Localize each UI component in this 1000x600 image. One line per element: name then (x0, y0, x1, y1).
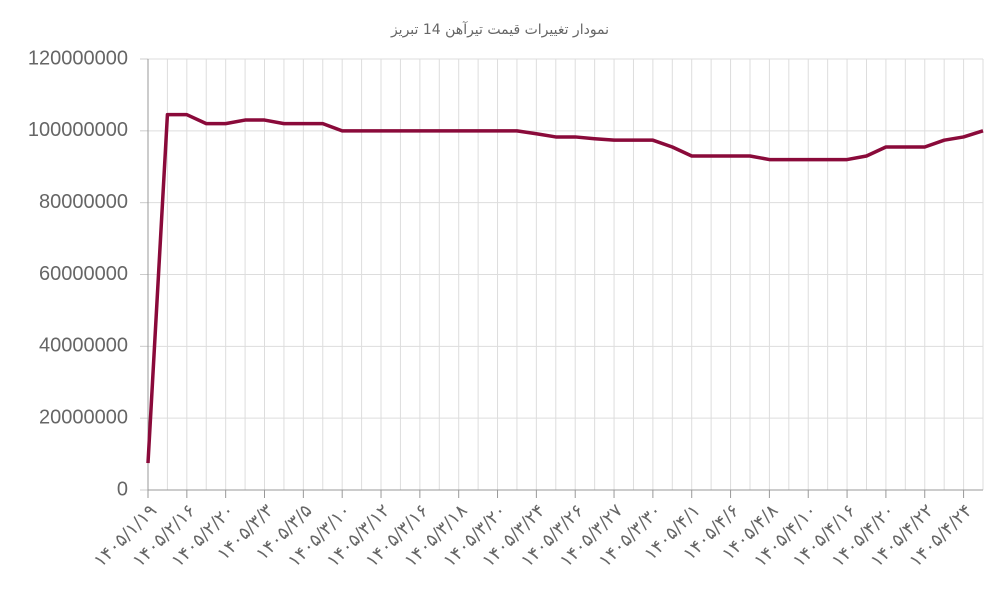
line (146, 112, 984, 464)
chart-title: نمودار تغییرات قیمت تیرآهن 14 تبریز (390, 21, 609, 38)
y-tick-label: 120000000 (28, 47, 128, 69)
y-tick-label: 20000000 (39, 406, 128, 428)
y-tick-label: 80000000 (39, 191, 128, 213)
y-tick-label: 60000000 (39, 263, 128, 285)
y-tick-label: 40000000 (39, 335, 128, 357)
y-tick-label: 0 (117, 478, 128, 500)
y-tick-label: 100000000 (28, 119, 128, 141)
